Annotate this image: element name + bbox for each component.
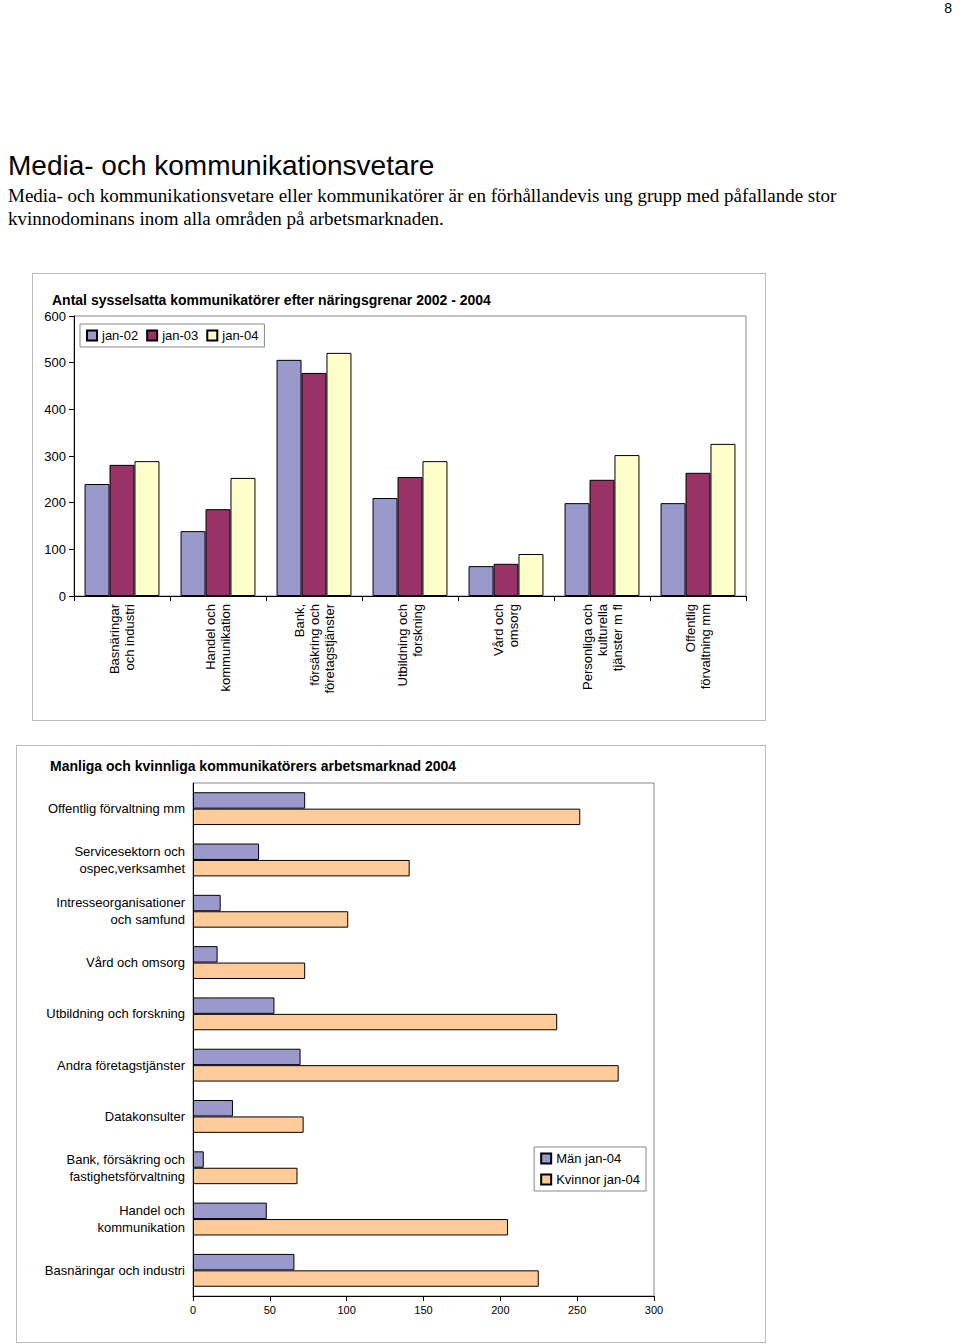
svg-text:försäkring och: försäkring och <box>307 604 322 686</box>
svg-text:250: 250 <box>568 1304 586 1316</box>
svg-text:Handel och: Handel och <box>203 604 218 670</box>
svg-text:300: 300 <box>645 1304 663 1316</box>
svg-text:kommunikation: kommunikation <box>218 604 233 691</box>
svg-text:Bank, försäkring och: Bank, försäkring och <box>66 1152 185 1167</box>
svg-text:Kvinnor jan-04: Kvinnor jan-04 <box>556 1172 640 1187</box>
svg-text:Datakonsulter: Datakonsulter <box>105 1109 186 1124</box>
svg-text:600: 600 <box>44 309 66 324</box>
svg-text:kommunikation: kommunikation <box>98 1220 185 1235</box>
svg-text:fastighetsförvaltning: fastighetsförvaltning <box>69 1169 185 1184</box>
svg-text:Servicesektorn och: Servicesektorn och <box>74 844 185 859</box>
svg-text:100: 100 <box>337 1304 355 1316</box>
svg-text:Offentlig förvaltning mm: Offentlig förvaltning mm <box>48 801 185 816</box>
svg-text:Intresseorganisationer: Intresseorganisationer <box>56 895 185 910</box>
svg-text:Utbildning och: Utbildning och <box>395 604 410 686</box>
svg-text:Vård och: Vård och <box>491 604 506 656</box>
svg-text:300: 300 <box>44 449 66 464</box>
svg-text:200: 200 <box>44 495 66 510</box>
svg-text:Antal sysselsatta kommunikatör: Antal sysselsatta kommunikatörer efter n… <box>52 292 491 308</box>
svg-text:förvaltning mm: förvaltning mm <box>698 604 713 689</box>
svg-text:0: 0 <box>59 589 66 604</box>
svg-text:ospec,verksamhet: ospec,verksamhet <box>80 861 186 876</box>
svg-text:Manliga och kvinnliga kommunik: Manliga och kvinnliga kommunikatörers ar… <box>50 758 456 774</box>
svg-text:Vård och omsorg: Vård och omsorg <box>86 955 185 970</box>
svg-text:tjänster m fl: tjänster m fl <box>610 604 625 671</box>
svg-text:100: 100 <box>44 542 66 557</box>
svg-text:50: 50 <box>264 1304 276 1316</box>
svg-text:0: 0 <box>190 1304 196 1316</box>
svg-text:400: 400 <box>44 402 66 417</box>
svg-text:Handel och: Handel och <box>119 1203 185 1218</box>
html-text:Media- och kommunikationsvetar: Media- och kommunikationsvetare eller ko… <box>8 185 837 229</box>
svg-text:jan-02: jan-02 <box>101 328 138 343</box>
svg-text:kulturella: kulturella <box>595 603 610 656</box>
svg-text:Offentlig: Offentlig <box>683 604 698 652</box>
svg-text:Bank,: Bank, <box>292 604 307 637</box>
svg-text:och samfund: och samfund <box>111 912 185 927</box>
svg-text:omsorg: omsorg <box>506 604 521 647</box>
svg-text:företagstjänster: företagstjänster <box>322 603 337 693</box>
svg-text:200: 200 <box>491 1304 509 1316</box>
svg-text:Personliga och: Personliga och <box>580 604 595 690</box>
svg-text:Basnäringar: Basnäringar <box>107 603 122 674</box>
html-text:8: 8 <box>944 0 952 16</box>
svg-text:150: 150 <box>414 1304 432 1316</box>
svg-text:jan-04: jan-04 <box>221 328 258 343</box>
svg-text:Andra företagstjänster: Andra företagstjänster <box>57 1058 186 1073</box>
html-text:Media- och kommunikationsvetar: Media- och kommunikationsvetare <box>8 150 435 181</box>
svg-text:Basnäringar och industri: Basnäringar och industri <box>45 1263 185 1278</box>
svg-text:Män jan-04: Män jan-04 <box>556 1151 621 1166</box>
svg-text:och industri: och industri <box>122 604 137 671</box>
svg-text:Utbildning och forskning: Utbildning och forskning <box>46 1006 185 1021</box>
svg-text:jan-03: jan-03 <box>161 328 198 343</box>
svg-text:500: 500 <box>44 355 66 370</box>
svg-text:forskning: forskning <box>410 604 425 657</box>
